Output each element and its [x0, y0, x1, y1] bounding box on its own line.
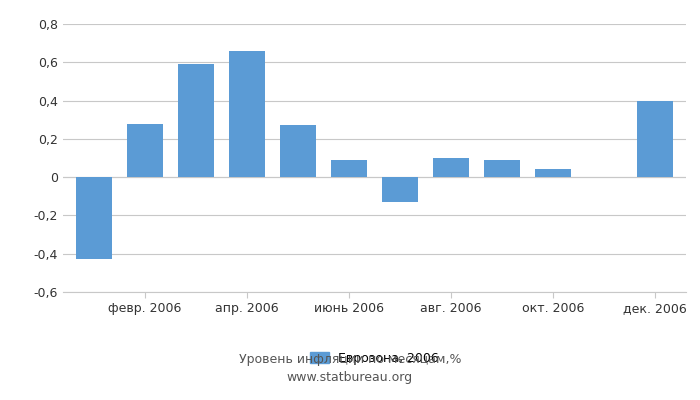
- Bar: [536, 170, 571, 177]
- Bar: [76, 177, 111, 260]
- Bar: [229, 51, 265, 177]
- Bar: [280, 126, 316, 177]
- Bar: [484, 160, 520, 177]
- Bar: [433, 158, 469, 177]
- Legend: Еврозона, 2006: Еврозона, 2006: [309, 352, 440, 365]
- Bar: [127, 124, 162, 177]
- Bar: [638, 100, 673, 177]
- Bar: [178, 64, 214, 177]
- Text: Уровень инфляции по месяцам,%
www.statbureau.org: Уровень инфляции по месяцам,% www.statbu…: [239, 353, 461, 384]
- Bar: [331, 160, 367, 177]
- Bar: [382, 177, 418, 202]
